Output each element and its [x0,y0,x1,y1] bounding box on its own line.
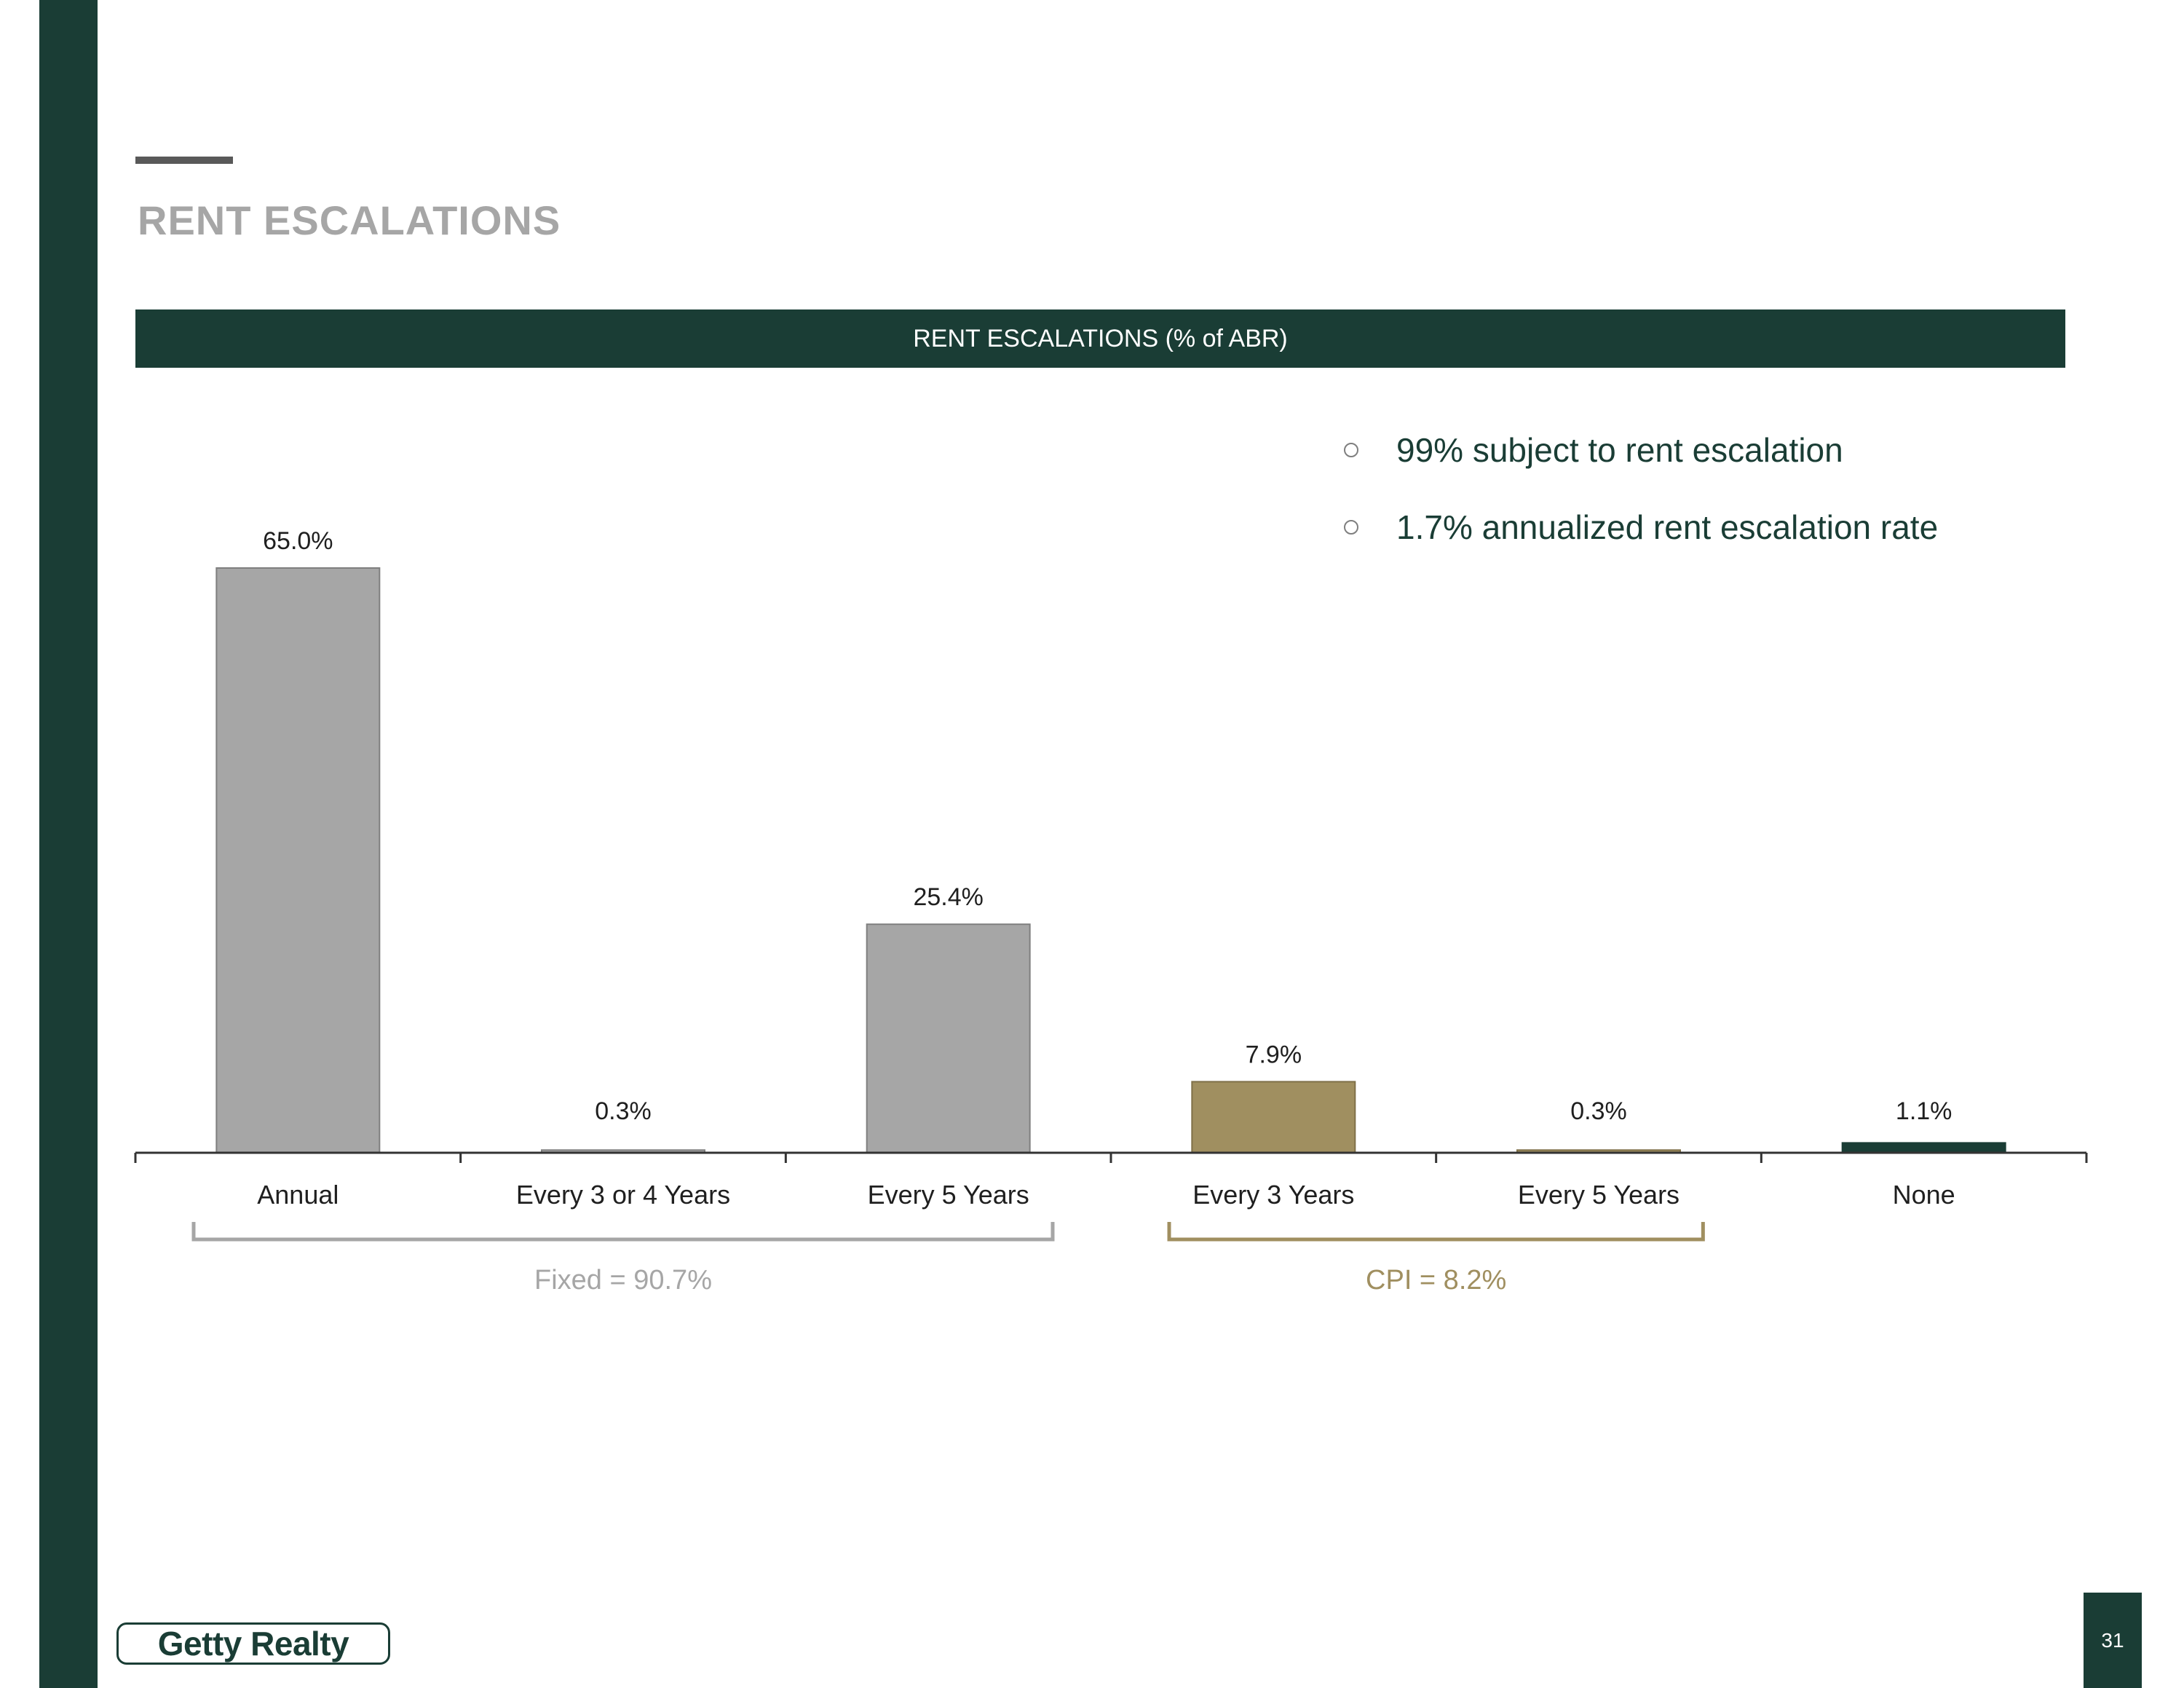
getty-realty-logo: Getty Realty [116,1622,390,1665]
category-tick-label: Every 5 Years [868,1180,1029,1210]
cpi-group-bracket [1167,1222,1705,1242]
key-stat-item: 99% subject to rent escalation [1344,411,1938,489]
chart-title-banner: RENT ESCALATIONS (% of ABR) [135,309,2065,368]
title-accent-line [135,157,233,164]
category-tick-label: None [1893,1180,1955,1210]
circle-bullet-icon [1344,520,1358,535]
category-tick-label: Annual [257,1180,339,1210]
circle-bullet-icon [1344,443,1358,457]
data-label: 1.1% [1896,1097,1952,1125]
key-stat-item: 1.7% annualized rent escalation rate [1344,489,1938,566]
key-stat-text: 99% subject to rent escalation [1396,431,1843,469]
category-tick-label: Every 3 or 4 Years [516,1180,730,1210]
page-number: 31 [2084,1593,2142,1688]
bar-4 [1191,1081,1356,1154]
fixed-group-label: Fixed = 90.7% [534,1265,712,1295]
key-stats-list: 99% subject to rent escalation 1.7% annu… [1344,411,1938,566]
fixed-group-bracket [191,1222,1055,1242]
data-label: 25.4% [913,883,983,911]
cpi-group-label: CPI = 8.2% [1366,1265,1506,1295]
data-label: 7.9% [1246,1041,1302,1068]
bar-3 [866,923,1031,1153]
data-label: 0.3% [595,1097,652,1125]
key-stat-text: 1.7% annualized rent escalation rate [1396,508,1939,546]
left-brand-stripe [39,0,98,1688]
page-title: RENT ESCALATIONS [138,197,561,243]
logo-text: Getty Realty [157,1625,349,1663]
data-label: 65.0% [263,527,333,555]
data-label: 0.3% [1570,1097,1627,1125]
category-tick-label: Every 3 Years [1192,1180,1354,1210]
bar-6 [1841,1142,2006,1153]
bar-1 [215,567,381,1153]
category-tick-label: Every 5 Years [1518,1180,1679,1210]
